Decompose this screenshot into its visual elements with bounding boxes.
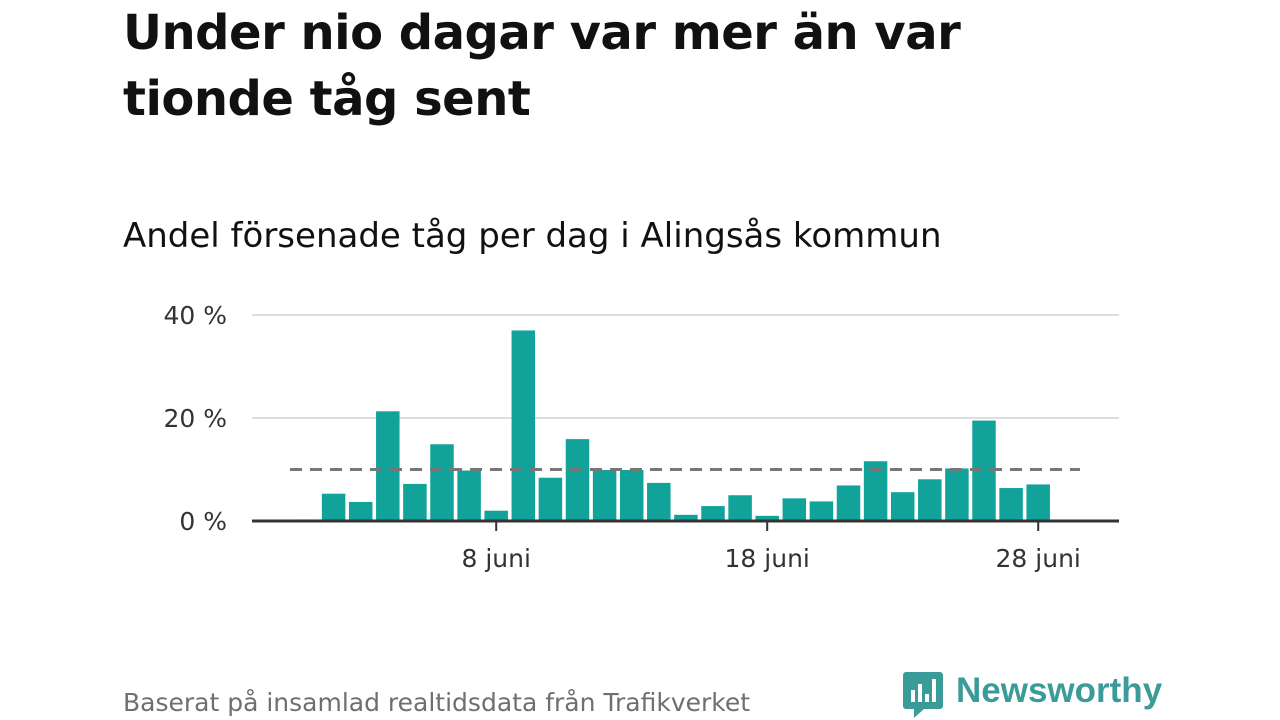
bar-june-12 bbox=[592, 470, 617, 521]
grid-lines bbox=[252, 314, 1119, 419]
bar-june-28 bbox=[1026, 484, 1050, 521]
bar-june-6 bbox=[430, 444, 454, 521]
bar-june-11 bbox=[565, 439, 590, 521]
bar-june-18 bbox=[755, 515, 779, 521]
bar-june-17 bbox=[728, 495, 752, 521]
brand-name: Newsworthy bbox=[956, 671, 1163, 710]
bar-june-13 bbox=[619, 470, 644, 521]
bar-june-22 bbox=[863, 461, 888, 521]
bar-june-19 bbox=[782, 498, 807, 521]
bar-june-27 bbox=[999, 488, 1023, 521]
x-tick-label: 28 juni bbox=[996, 544, 1081, 573]
bar-june-25 bbox=[945, 468, 969, 521]
y-tick-label: 20 % bbox=[163, 404, 227, 433]
y-tick-labels: 0 % 20 % 40 % bbox=[163, 301, 227, 536]
bar-june-15 bbox=[674, 514, 698, 521]
bar-june-5 bbox=[403, 483, 427, 521]
x-tick-labels: 8 juni 18 juni 28 juni bbox=[461, 521, 1081, 573]
bar-june-23 bbox=[890, 492, 915, 521]
bar-june-16 bbox=[701, 506, 725, 521]
bar-june-8 bbox=[484, 510, 508, 521]
brand: Newsworthy bbox=[902, 670, 1162, 720]
y-tick-label: 40 % bbox=[163, 301, 227, 330]
chart-title: Under nio dagar var mer än var tionde tå… bbox=[123, 5, 961, 127]
x-tick-label: 8 juni bbox=[461, 544, 530, 573]
bar-june-20 bbox=[809, 501, 834, 521]
bar-june-10 bbox=[538, 477, 563, 521]
bar-june-2 bbox=[321, 493, 346, 521]
bar-june-4 bbox=[376, 411, 400, 521]
bars bbox=[294, 330, 1050, 521]
bar-june-7 bbox=[457, 470, 481, 521]
bar-june-14 bbox=[647, 482, 671, 521]
bar-june-24 bbox=[918, 479, 942, 521]
source-note: Baserat på insamlad realtidsdata från Tr… bbox=[123, 688, 751, 717]
bar-june-21 bbox=[836, 485, 861, 521]
newsworthy-logo-icon bbox=[903, 672, 943, 718]
y-tick-label: 0 % bbox=[179, 507, 227, 536]
bar-june-3 bbox=[348, 501, 373, 521]
chart-subtitle: Andel försenade tåg per dag i Alingsås k… bbox=[123, 216, 942, 256]
bar-june-26 bbox=[972, 420, 996, 521]
x-tick-label: 18 juni bbox=[725, 544, 810, 573]
bar-june-9 bbox=[511, 330, 536, 521]
